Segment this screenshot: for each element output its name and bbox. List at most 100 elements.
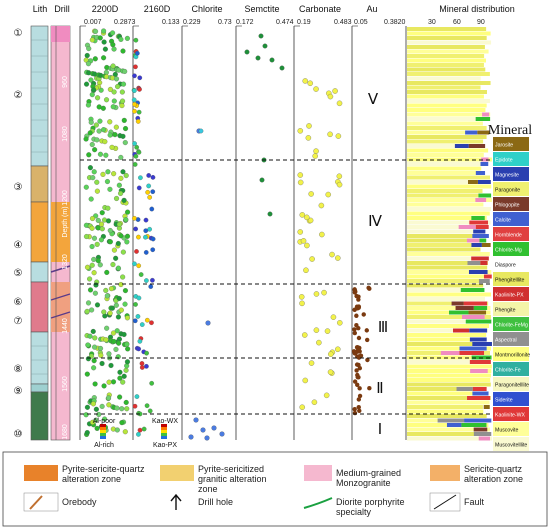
header-semctite: Semctite (244, 4, 279, 14)
2200d-point (113, 302, 119, 308)
2200d-point (106, 351, 112, 357)
mineral-legend-label: Paragonite (495, 188, 520, 194)
mineral-bar-segment (407, 387, 487, 391)
mineral-bar-segment (407, 324, 490, 328)
2160d-point (147, 194, 153, 200)
2200d-point (113, 255, 119, 261)
au-point (354, 368, 359, 373)
range-2200d-max: 0.2873 (114, 19, 136, 26)
2200d-point (89, 37, 95, 43)
2200d-point (97, 35, 103, 41)
zone-label-v: Ⅴ (368, 92, 379, 108)
2200d-point (123, 399, 129, 406)
2160d-point (143, 234, 148, 240)
2200d-point (97, 151, 104, 157)
carbonate-point (305, 135, 312, 141)
layer-number: ④ (14, 240, 23, 251)
semctite-point (279, 65, 285, 71)
2200d-point (89, 243, 95, 250)
mineral-legend-swatch (493, 227, 529, 241)
2200d-point (83, 412, 89, 418)
2160d-point (143, 228, 149, 234)
semctite-point (255, 55, 261, 61)
mineral-bar-segment (407, 261, 488, 265)
2200d-point (95, 95, 101, 101)
mineral-bar-segment (407, 171, 484, 175)
legend-swatch (24, 465, 58, 481)
mineral-bar-segment (407, 139, 484, 144)
2200d-point (98, 352, 104, 358)
mineral-bar-segment (407, 31, 491, 36)
2200d-point (110, 330, 117, 336)
mineral-bar-segment (407, 184, 492, 189)
mineral-legend-swatch (493, 422, 529, 436)
carbonate-point (302, 377, 309, 384)
2200d-point (109, 144, 115, 150)
2200d-point (89, 92, 95, 98)
2200d-point (103, 337, 109, 343)
range-2160d-max: 0.133 (162, 19, 180, 26)
2200d-point (115, 240, 121, 247)
2200d-point (103, 97, 110, 103)
mineral-legend-swatch (493, 182, 529, 196)
mineral-bar-segment (407, 157, 492, 162)
mineral-bar-segment (407, 346, 491, 351)
2200d-point (83, 81, 90, 87)
mineral-legend-swatch (493, 317, 529, 331)
layer-number: ⑩ (14, 429, 23, 440)
au-point (364, 337, 370, 343)
header-mineral-distribution: Mineral distribution (439, 4, 515, 14)
mineral-legend-label: Montmorillonite (495, 353, 530, 359)
mineral-bar-segment (407, 76, 481, 81)
carbonate-point (299, 300, 305, 307)
2160d-point (132, 141, 137, 146)
2200d-point (94, 302, 101, 308)
2160d-point (137, 75, 143, 81)
layer-number: ⑤ (14, 268, 23, 279)
legend-label: Pyrite-sericite-quartz alteration zone (62, 464, 145, 484)
zone-boundaries (80, 159, 500, 415)
2200d-point (125, 209, 131, 215)
mineral-legend-swatch (493, 362, 529, 376)
mineral-legend-swatch (493, 167, 529, 181)
chlorite-point (198, 128, 204, 134)
2200d-point (95, 258, 101, 264)
2200d-point (96, 128, 102, 134)
scale-kao: Kao-WX Kao-PX (152, 418, 178, 449)
au-point (352, 407, 357, 412)
2200d-point (87, 165, 93, 171)
lith-column (30, 25, 49, 441)
2200d-point (104, 178, 111, 185)
carbonate-point (327, 131, 333, 138)
2200d-point (110, 104, 116, 110)
mineral-bar-segment (469, 337, 487, 342)
au-point (367, 386, 372, 391)
layer-numbers: ① ② ③ ④ ⑤ ⑥ ⑦ ⑧ ⑨ ⑩ (14, 28, 23, 440)
au-point (354, 313, 359, 318)
mineral-bar-segment (479, 238, 487, 243)
carbonate-point (318, 202, 325, 209)
2160d-point (133, 37, 139, 43)
carbonate-point (312, 153, 318, 159)
2200d-point (119, 420, 125, 426)
2160d-point (148, 284, 154, 289)
mineral-bar-segment (407, 108, 486, 112)
2200d-point (89, 215, 96, 222)
mineral-legend-swatch (493, 287, 529, 301)
mineral-legend-swatch (493, 437, 529, 451)
mineral-bar-segment (407, 256, 489, 261)
2200d-point (92, 28, 99, 34)
2200d-point (91, 270, 97, 276)
2160d-point (135, 119, 141, 124)
mineral-bar-segment (407, 117, 490, 121)
2160d-point (150, 247, 156, 253)
mineral-bar-segment (437, 418, 465, 423)
chlorite-point (193, 417, 199, 423)
au-point (352, 307, 357, 312)
2200d-point (87, 333, 93, 339)
mineral-bar-segment (407, 121, 483, 126)
au-point (357, 393, 363, 399)
2200d-point (105, 169, 111, 175)
mineral-bar-segment (478, 193, 492, 198)
mineral-bar-segment (478, 279, 490, 283)
